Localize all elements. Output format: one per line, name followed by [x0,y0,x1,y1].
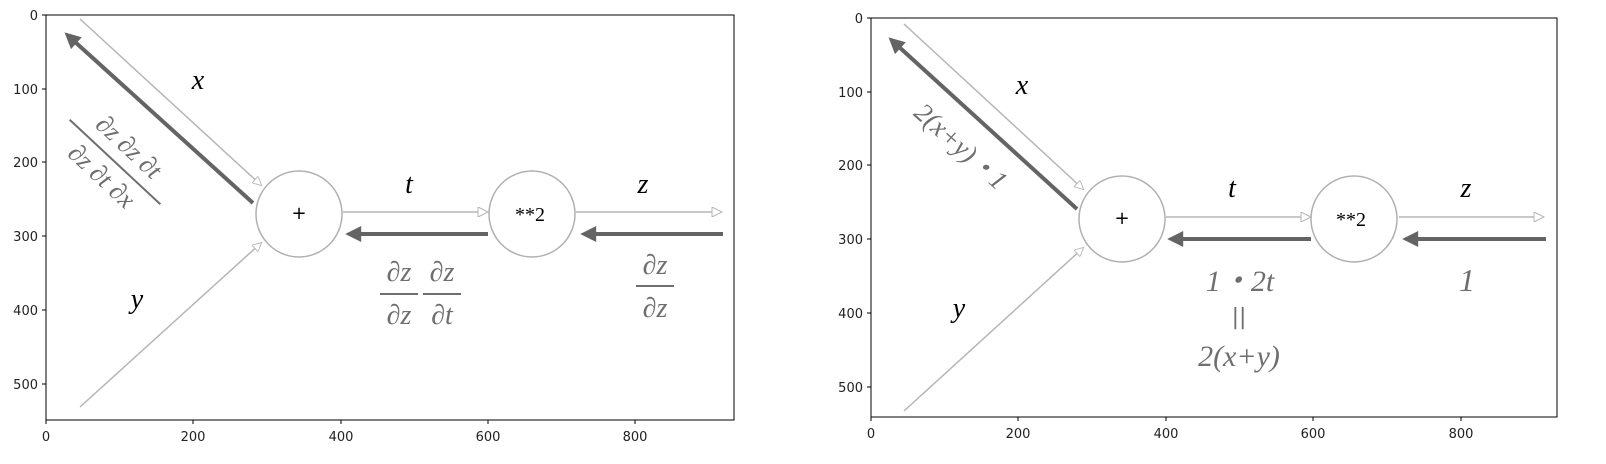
y-tick-label: 100 [838,86,863,101]
gradient-t-equals: || [1232,305,1247,330]
x-tick-label: 400 [1154,427,1179,442]
x-tick-label: 400 [329,430,354,445]
svg-text:∂z: ∂z [643,293,668,324]
forward-arrow-x [903,23,1083,189]
y-tick-label: 0 [855,12,863,27]
square-node [1310,175,1398,263]
x-tick-label: 0 [867,427,875,442]
forward-arrow-y [903,248,1083,412]
svg-text:∂z: ∂z [430,257,455,288]
label-x: x [1015,70,1029,101]
forward-arrow-y [79,243,261,408]
add-node-label: + [1114,208,1129,229]
svg-text:∂t: ∂t [431,300,454,331]
y-tick-label: 400 [838,307,863,322]
y-tick-label: 100 [13,83,38,98]
label-z: z [1460,173,1472,204]
add-node-label: + [291,203,306,224]
svg-text:∂z: ∂z [387,257,412,288]
svg-text:∂z: ∂z [387,300,412,331]
x-axis-ticks: 0 200 400 600 800 [42,420,648,445]
y-tick-label: 400 [13,304,38,319]
left-panel: 0 200 400 600 800 0 100 200 300 400 500 [13,9,735,445]
square-node [488,170,576,258]
x-tick-label: 600 [476,430,501,445]
y-axis-ticks: 0 100 200 300 400 500 [13,9,46,393]
gradient-t-top: 1・2t [1206,265,1275,298]
label-y: y [128,284,144,315]
label-t: t [1228,173,1237,204]
y-axis-ticks: 0 100 200 300 400 500 [838,12,871,396]
backward-arrow-x [888,37,1079,211]
plot-frame [45,14,735,421]
y-tick-label: 200 [838,159,863,174]
square-node-label: **2 [515,204,545,226]
gradient-t-expression: ∂z ∂z ∂z ∂t [380,257,461,331]
x-axis-ticks: 0 200 400 600 800 [867,417,1474,442]
y-tick-label: 0 [30,9,38,24]
y-tick-label: 300 [13,230,38,245]
label-x: x [191,65,205,96]
x-tick-label: 600 [1301,427,1326,442]
square-node-label: **2 [1336,209,1366,231]
gradient-t-bottom: 2(x+y) [1198,340,1280,373]
label-t: t [405,169,414,200]
label-y: y [950,293,966,324]
y-tick-label: 500 [838,381,863,396]
gradient-z-expression: 1 [1459,262,1475,298]
y-tick-label: 300 [838,233,863,248]
forward-arrow-x [79,18,261,185]
gradient-z-expression: ∂z ∂z [636,250,674,324]
x-tick-label: 200 [1006,427,1031,442]
y-tick-label: 200 [13,156,38,171]
svg-text:∂z: ∂z [643,250,668,281]
add-node [255,170,343,258]
add-node [1078,175,1166,263]
backward-arrow-x [64,32,255,205]
x-tick-label: 200 [181,430,206,445]
x-tick-label: 800 [623,430,648,445]
right-panel: 0 200 400 600 800 0 100 200 300 400 500 [838,12,1558,442]
y-tick-label: 500 [13,378,38,393]
x-tick-label: 800 [1449,427,1474,442]
label-z: z [637,169,649,200]
x-tick-label: 0 [42,430,50,445]
